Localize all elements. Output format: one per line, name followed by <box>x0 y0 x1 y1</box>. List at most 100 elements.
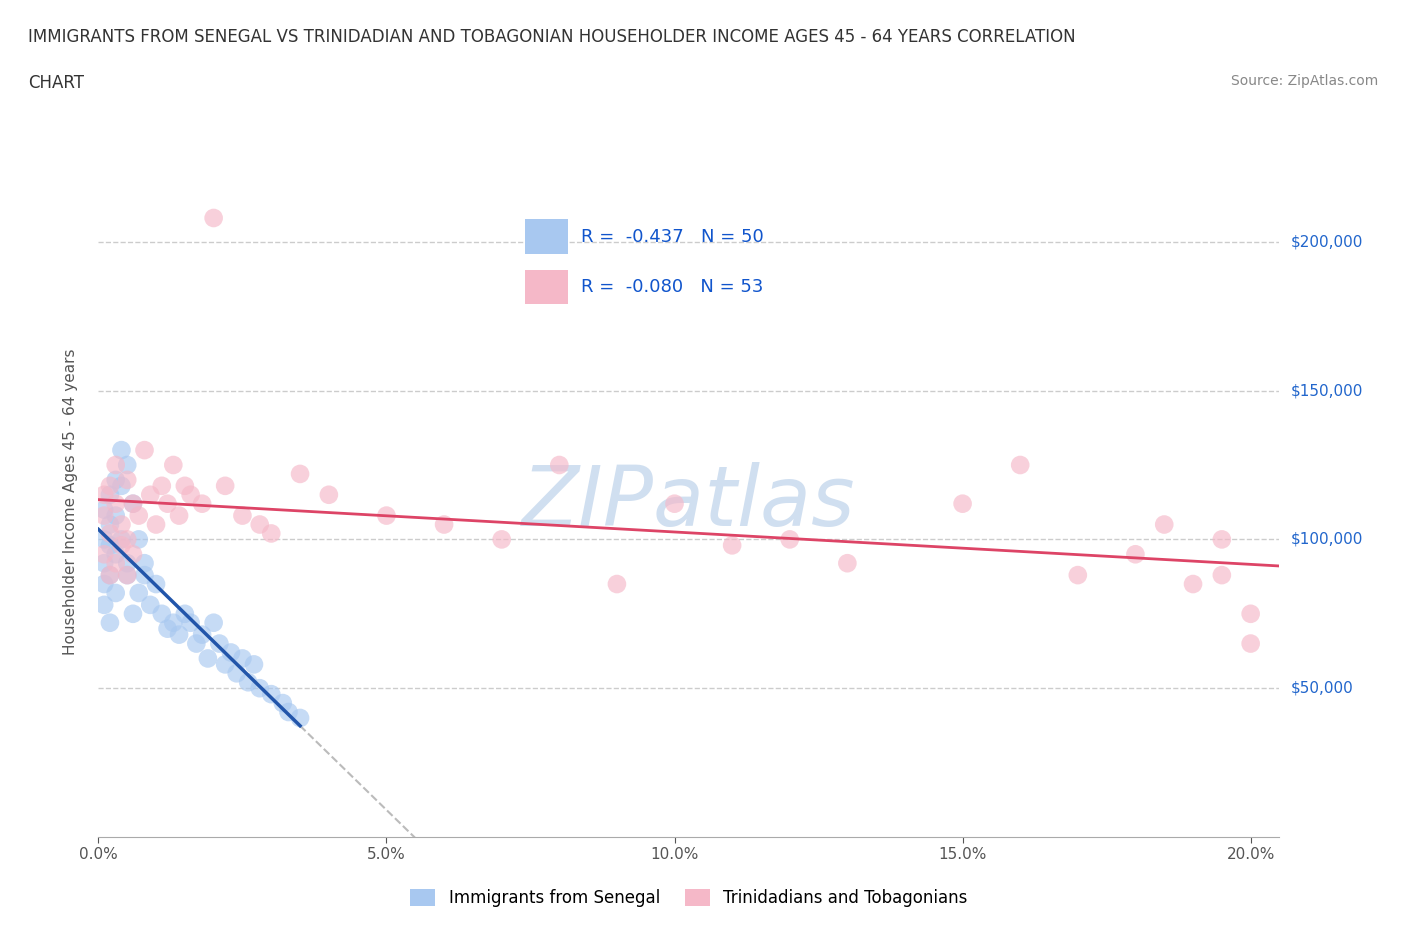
Point <box>318 487 340 502</box>
Point <box>1067 567 1090 582</box>
Point <box>98 616 121 631</box>
Point <box>779 532 801 547</box>
Point <box>231 651 253 666</box>
Point <box>104 508 127 523</box>
Text: $200,000: $200,000 <box>1291 234 1362 249</box>
Point <box>837 556 859 571</box>
Point <box>219 645 242 660</box>
Point <box>104 586 127 601</box>
Point <box>288 467 311 482</box>
Point <box>93 597 115 612</box>
Point <box>208 636 231 651</box>
Point <box>1125 547 1147 562</box>
Text: R =  -0.437   N = 50: R = -0.437 N = 50 <box>581 228 763 246</box>
Point <box>167 627 190 642</box>
Point <box>375 508 398 523</box>
Point <box>115 556 138 571</box>
Point <box>162 616 184 631</box>
Point <box>231 508 253 523</box>
Text: $50,000: $50,000 <box>1291 681 1354 696</box>
Point <box>1240 636 1263 651</box>
Point <box>238 675 260 690</box>
Point <box>277 705 299 720</box>
Point <box>1182 577 1205 591</box>
Point <box>98 517 121 532</box>
Point <box>156 621 179 636</box>
Point <box>115 567 138 582</box>
FancyBboxPatch shape <box>524 219 568 254</box>
Point <box>104 556 127 571</box>
Point <box>122 606 145 621</box>
Point <box>98 567 121 582</box>
Point <box>202 210 225 225</box>
Point <box>110 538 132 552</box>
Point <box>202 616 225 631</box>
Point <box>110 532 132 547</box>
Point <box>1211 567 1233 582</box>
Point <box>115 458 138 472</box>
Point <box>122 497 145 512</box>
Point <box>433 517 456 532</box>
Point <box>249 517 271 532</box>
Text: $150,000: $150,000 <box>1291 383 1362 398</box>
Point <box>214 657 236 671</box>
Point <box>180 616 202 631</box>
Point <box>664 497 686 512</box>
Text: ZIPatlas: ZIPatlas <box>522 461 856 543</box>
Point <box>93 577 115 591</box>
Point <box>180 487 202 502</box>
Point <box>98 567 121 582</box>
Point <box>150 606 173 621</box>
Point <box>115 472 138 487</box>
Point <box>104 547 127 562</box>
Point <box>197 651 219 666</box>
Text: $100,000: $100,000 <box>1291 532 1362 547</box>
Point <box>173 478 195 493</box>
Point <box>104 458 127 472</box>
Legend: Immigrants from Senegal, Trinidadians and Tobagonians: Immigrants from Senegal, Trinidadians an… <box>402 881 976 916</box>
Point <box>110 443 132 458</box>
Point <box>93 508 115 523</box>
Point <box>122 547 145 562</box>
Point <box>162 458 184 472</box>
Point <box>98 526 121 541</box>
Point <box>134 443 156 458</box>
Point <box>134 556 156 571</box>
Point <box>93 487 115 502</box>
Text: IMMIGRANTS FROM SENEGAL VS TRINIDADIAN AND TOBAGONIAN HOUSEHOLDER INCOME AGES 45: IMMIGRANTS FROM SENEGAL VS TRINIDADIAN A… <box>28 28 1076 46</box>
Y-axis label: Householder Income Ages 45 - 64 years: Householder Income Ages 45 - 64 years <box>63 349 77 656</box>
Point <box>115 567 138 582</box>
Point <box>1010 458 1032 472</box>
Point <box>191 627 214 642</box>
Point <box>150 478 173 493</box>
Point <box>271 696 294 711</box>
Point <box>122 497 145 512</box>
Point <box>1211 532 1233 547</box>
Text: R =  -0.080   N = 53: R = -0.080 N = 53 <box>581 278 763 296</box>
Point <box>952 497 974 512</box>
Point <box>260 526 283 541</box>
Point <box>249 681 271 696</box>
Point <box>128 586 150 601</box>
Point <box>93 547 115 562</box>
Point <box>93 556 115 571</box>
Point <box>1153 517 1175 532</box>
Point <box>214 478 236 493</box>
Point <box>98 478 121 493</box>
Point <box>721 538 744 552</box>
Point <box>606 577 628 591</box>
Point <box>139 597 162 612</box>
Point <box>173 606 195 621</box>
Point <box>110 517 132 532</box>
Point <box>104 472 127 487</box>
Point <box>1240 606 1263 621</box>
Point <box>186 636 208 651</box>
Point <box>145 517 167 532</box>
Point <box>225 666 247 681</box>
Text: CHART: CHART <box>28 74 84 92</box>
Point <box>260 686 283 701</box>
Point <box>115 532 138 547</box>
Point <box>167 508 190 523</box>
Point <box>98 487 121 502</box>
Point <box>104 497 127 512</box>
